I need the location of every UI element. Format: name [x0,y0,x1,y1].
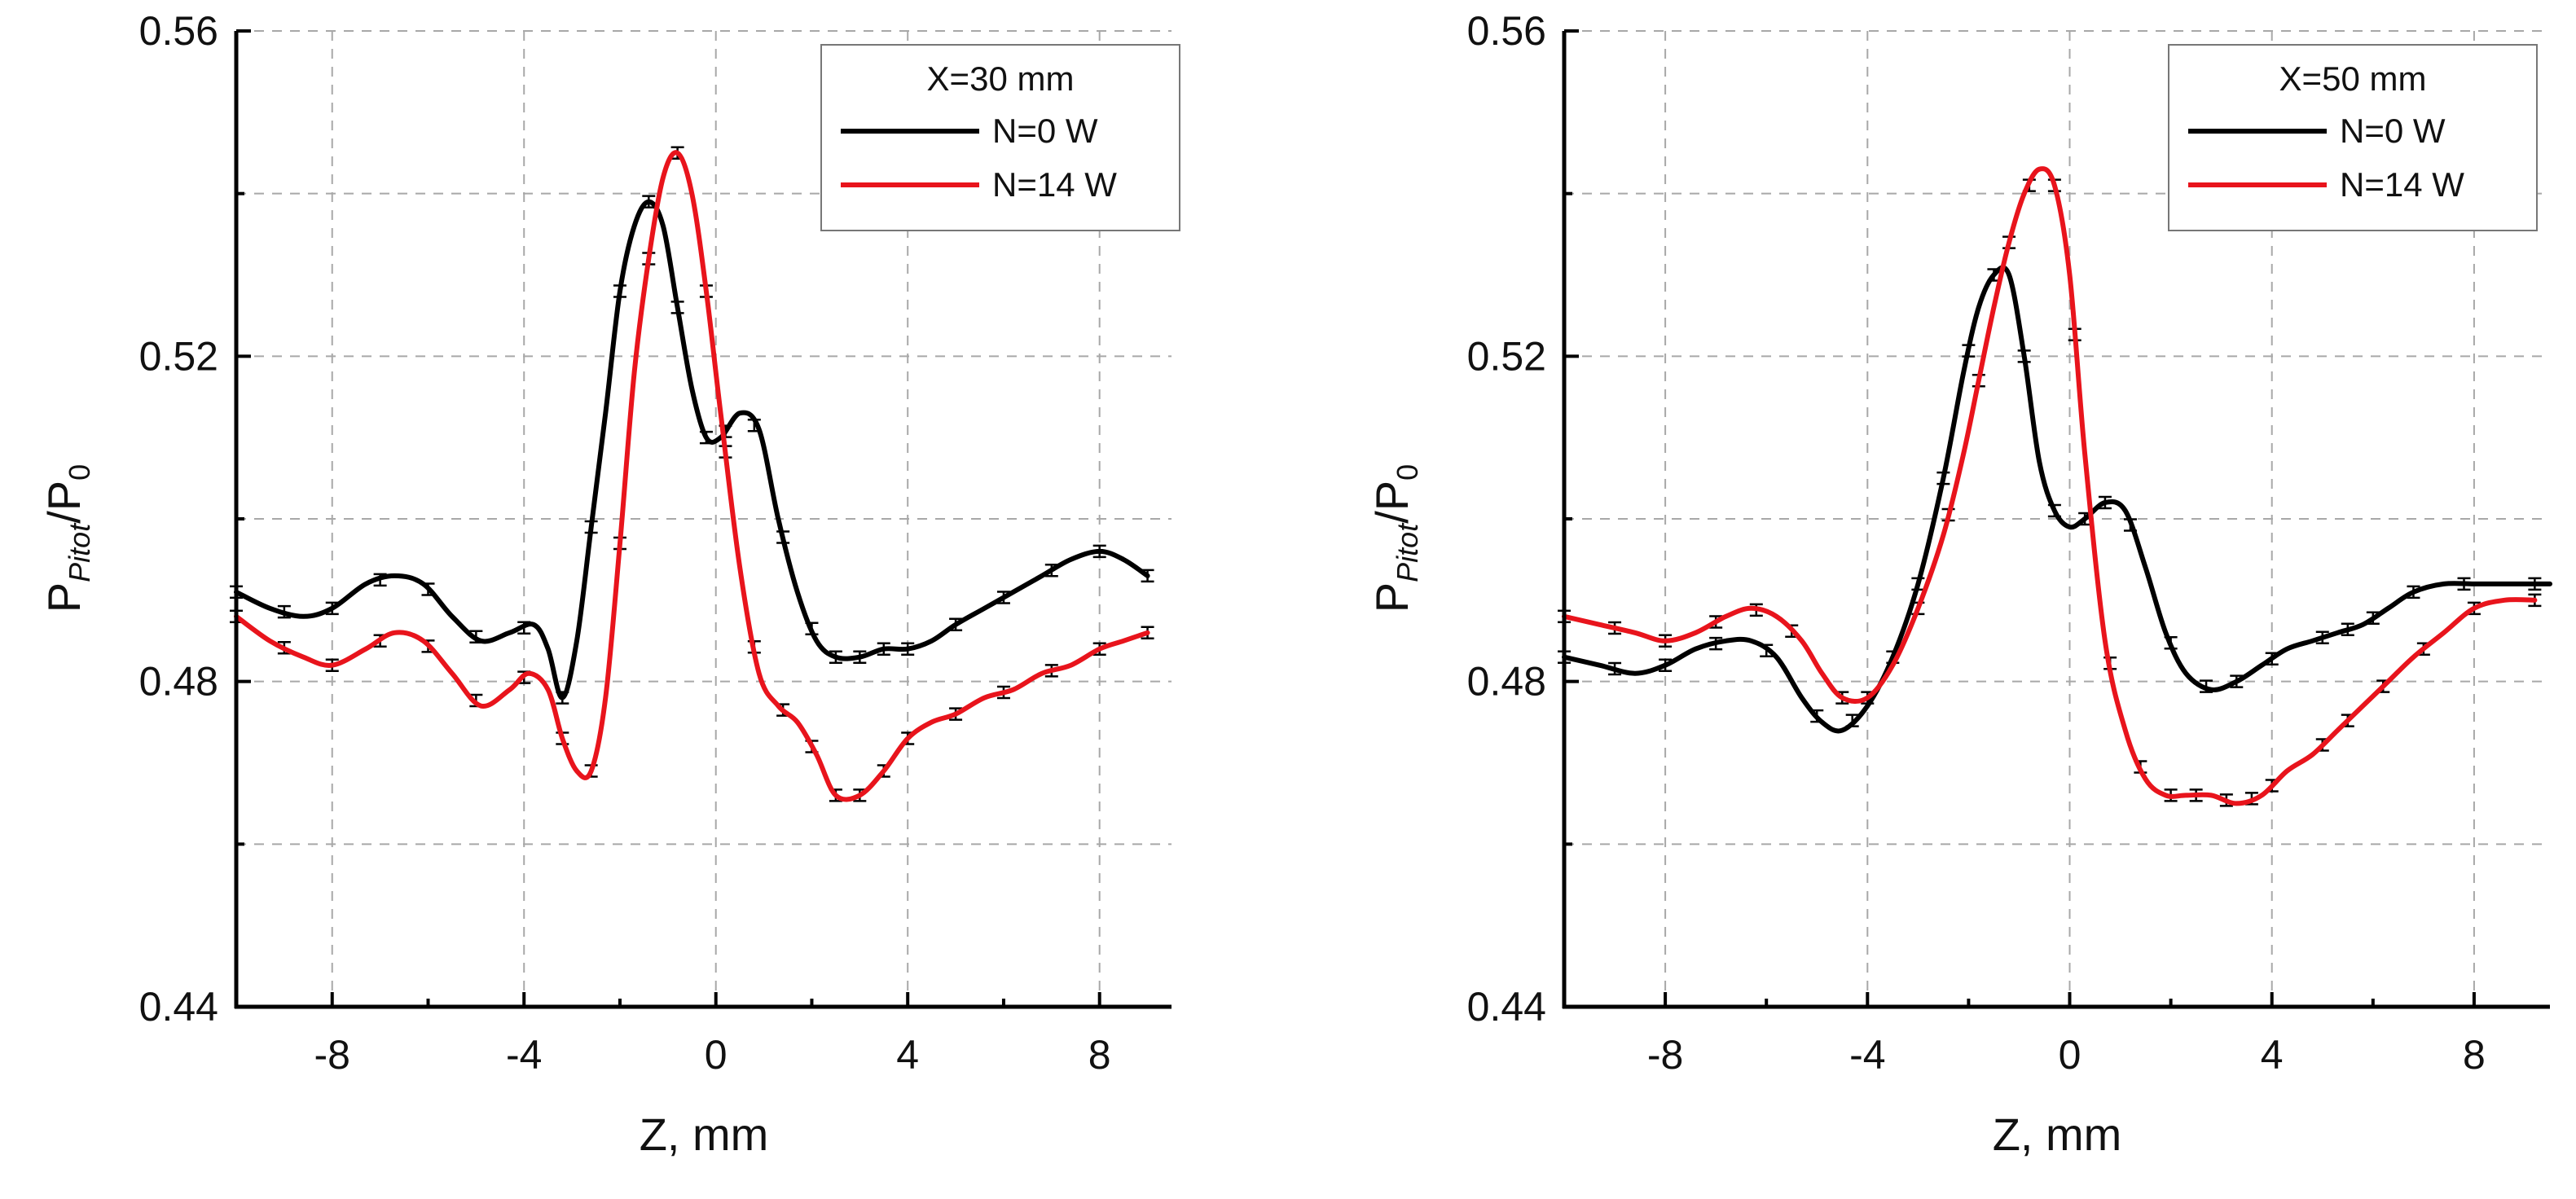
x-tick-label: 4 [2261,1032,2284,1078]
legend: X=30 mm N=0 W N=14 W [820,44,1180,231]
legend-label-n14: N=14 W [992,165,1117,204]
y-label-sub2: 0 [1391,464,1424,481]
series-line-n0 [1562,265,2552,734]
x-axis-label: Z, mm [640,1109,769,1160]
y-tick-label: 0.44 [139,984,218,1030]
y-axis-label: PPitot/P0 [38,464,96,613]
x-tick-label: 8 [2463,1032,2486,1078]
series-line-n0 [234,199,1150,701]
x-tick-label: -4 [1849,1032,1885,1078]
x-axis-label: Z, mm [1993,1109,2122,1160]
series-line-n14 [1562,166,2538,806]
legend-label-n14: N=14 W [2340,165,2464,204]
x-tick-label: 4 [896,1032,919,1078]
y-tick-label: 0.56 [1467,8,1546,54]
legend-box [2168,44,2538,231]
x-tick-label: -8 [1647,1032,1683,1078]
y-label-p: P [1366,582,1418,613]
legend-label-n0: N=0 W [992,112,1098,150]
ticks: -8 -4 0 4 8 0.44 0.48 0.52 0.56 [139,8,1111,1078]
gridlines [236,30,1172,1007]
legend-label-n0: N=0 W [2340,112,2446,150]
x-tick-label: 8 [1088,1032,1111,1078]
y-label-sub2: 0 [63,464,96,481]
legend-title: X=30 mm [927,59,1075,98]
y-label-slash: /P [1366,481,1418,524]
x-tick-label: 0 [705,1032,728,1078]
series-line-n14 [234,150,1150,802]
y-tick-label: 0.48 [139,659,218,705]
legend-title: X=50 mm [2279,59,2427,98]
y-tick-label: 0.52 [139,333,218,379]
y-label-sub: Pitot [1391,522,1424,582]
x-tick-label: -8 [314,1032,350,1078]
y-tick-label: 0.52 [1467,333,1546,379]
y-tick-label: 0.48 [1467,659,1546,705]
legend-box [820,44,1180,231]
y-tick-label: 0.44 [1467,984,1546,1030]
y-tick-label: 0.56 [139,8,218,54]
series-lines [234,150,1150,802]
ticks: -8 -4 0 4 8 0.44 0.48 0.52 0.56 [1467,8,2486,1078]
y-label-p: P [38,582,90,613]
x-tick-label: -4 [506,1032,542,1078]
chart-x30: -8 -4 0 4 80.440.480.520.56 Z, mm PPitot/P0 … [38,8,1180,1160]
y-axis-label: PPitot/P0 [1366,464,1424,613]
x-tick-label: 0 [2059,1032,2081,1078]
error-bars [230,146,1154,802]
chart-x50: -8 -4 0 4 80.440.480.520.56 Z, mm PPitot/P0 … [1366,8,2552,1160]
series-lines [1562,166,2552,806]
y-label-slash: /P [38,481,90,524]
legend: X=50 mm N=0 W N=14 W [2168,44,2538,231]
y-label-sub: Pitot [63,522,96,582]
